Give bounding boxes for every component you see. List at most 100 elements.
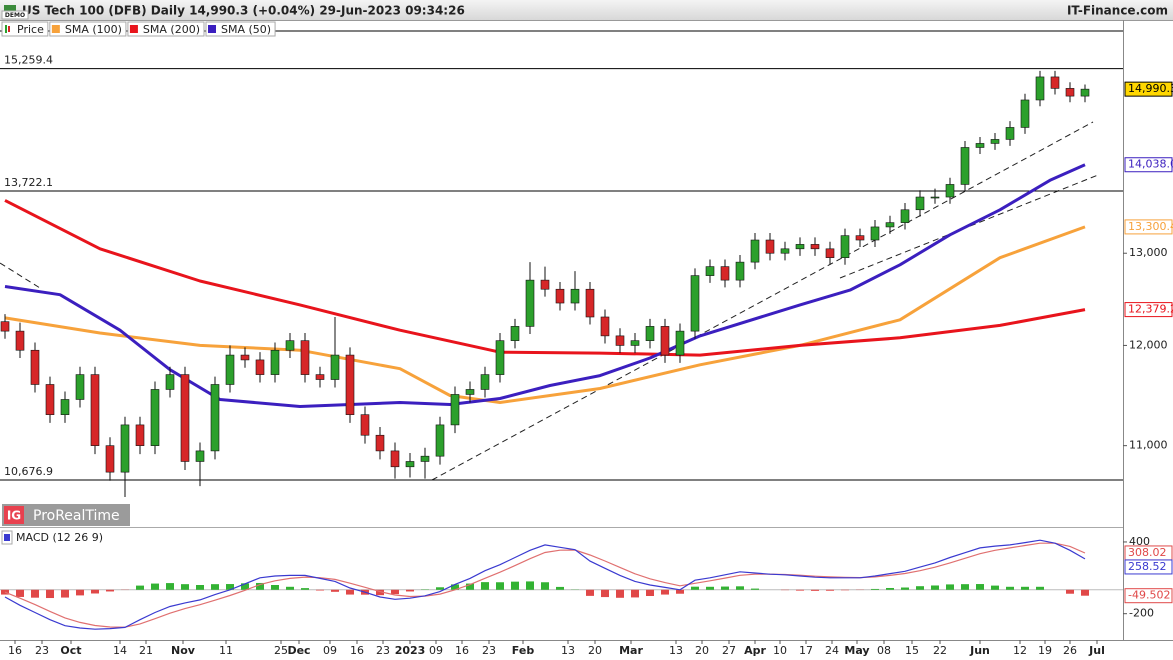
x-tick-label: 26 — [1063, 644, 1077, 657]
histogram-bar — [16, 589, 24, 597]
candle-body — [600, 316, 610, 337]
histogram-bar — [811, 589, 819, 591]
candle-body — [360, 414, 370, 436]
candle-body — [930, 196, 940, 199]
candle-body — [660, 326, 670, 356]
candle-body — [1080, 88, 1090, 97]
x-tick-label: 22 — [933, 644, 947, 657]
histogram-bar — [706, 586, 714, 590]
sma-line — [4, 163, 1086, 408]
legend-label: SMA (100) — [65, 23, 122, 36]
x-tick-label: Jun — [969, 644, 990, 657]
candle-body — [330, 354, 340, 380]
x-tick-label: 23 — [376, 644, 390, 657]
histogram-bar — [646, 589, 654, 596]
logo-box — [4, 506, 24, 524]
candle-body — [765, 239, 775, 254]
legend-swatch — [208, 25, 216, 33]
candle-body — [510, 326, 520, 341]
candle-body — [795, 244, 805, 250]
histogram-bar — [91, 589, 99, 594]
price-tag-label: -49.502 — [1128, 589, 1170, 602]
candle-body — [120, 424, 130, 473]
candle-body — [240, 354, 250, 361]
candle-body — [480, 374, 490, 390]
histogram-bar — [286, 586, 294, 590]
price-tag — [1124, 302, 1173, 318]
histogram-bar — [886, 587, 894, 590]
price-tag — [1124, 81, 1173, 97]
x-tick-label: 25 — [274, 644, 288, 657]
x-tick-label: Dec — [287, 644, 310, 657]
histogram-bar — [271, 585, 279, 590]
histogram-bar — [1006, 586, 1014, 590]
x-tick-label: 09 — [323, 644, 337, 657]
watermark: IG ProRealTime — [2, 504, 130, 526]
level-label: 15,259.4 — [4, 54, 53, 67]
legend-box — [205, 21, 276, 37]
histogram-bar — [106, 589, 114, 592]
candle-body — [1020, 99, 1030, 128]
axis-border — [1123, 20, 1124, 640]
y-tick-label: 11,000 — [1129, 439, 1168, 452]
candle-body — [570, 288, 580, 304]
histogram-bar — [631, 589, 639, 598]
x-tick-label: 17 — [799, 644, 813, 657]
y-tick-label: 12,000 — [1129, 338, 1168, 351]
level-label: 10,676.9 — [4, 465, 53, 478]
histogram-bar — [496, 582, 504, 590]
candle-body — [390, 450, 400, 468]
watermark-box — [2, 504, 130, 526]
histogram-bar — [961, 584, 969, 590]
legend-label: SMA (50) — [221, 23, 271, 36]
y-tick-label: -200 — [1129, 607, 1154, 620]
header-bar — [0, 0, 1173, 20]
histogram-bar — [916, 586, 924, 590]
source: IT-Finance.com — [1067, 4, 1168, 18]
candle-body — [960, 147, 970, 185]
histogram-bar — [346, 589, 354, 595]
candle-body — [1065, 88, 1075, 97]
candle-body — [375, 434, 385, 452]
x-tick-label: 23 — [482, 644, 496, 657]
x-tick-label: Feb — [512, 644, 535, 657]
candle-body — [810, 244, 820, 250]
trend-line — [431, 121, 1094, 481]
candle-body — [585, 288, 595, 318]
histogram-bar — [376, 589, 384, 596]
legend-label: Price — [17, 23, 44, 36]
x-tick-label: 21 — [139, 644, 153, 657]
candle-body — [555, 288, 565, 304]
candle-body — [420, 455, 430, 462]
histogram-bar — [181, 584, 189, 590]
x-tick-label: 16 — [8, 644, 22, 657]
histogram-bar — [451, 584, 459, 590]
histogram-bar — [31, 589, 39, 598]
x-tick-label: 10 — [773, 644, 787, 657]
histogram-bar — [586, 589, 594, 596]
candle-body — [735, 261, 745, 281]
price-tag-label: 14,038.0 — [1128, 158, 1173, 171]
x-tick-label: 14 — [113, 644, 127, 657]
candle-body — [255, 359, 265, 375]
candle-body — [450, 394, 460, 426]
candle-body — [780, 248, 790, 254]
macd-title: MACD (12 26 9) — [16, 531, 103, 544]
badge: DEMO — [5, 12, 25, 19]
histogram-bar — [1, 589, 9, 595]
macd-line — [4, 539, 1086, 630]
histogram-bar — [511, 581, 519, 590]
candle-body — [615, 335, 625, 346]
x-tick-label: Mar — [619, 644, 643, 657]
histogram-bar — [601, 589, 609, 598]
date-axis-border — [0, 640, 1173, 641]
candle-body — [675, 330, 685, 356]
candle-body — [30, 349, 40, 385]
x-tick-label: 24 — [825, 644, 839, 657]
logo: IG — [7, 509, 21, 523]
histogram-bar — [751, 588, 759, 590]
candle-body — [315, 374, 325, 380]
histogram-bar — [61, 589, 69, 598]
histogram-bar — [436, 587, 444, 590]
